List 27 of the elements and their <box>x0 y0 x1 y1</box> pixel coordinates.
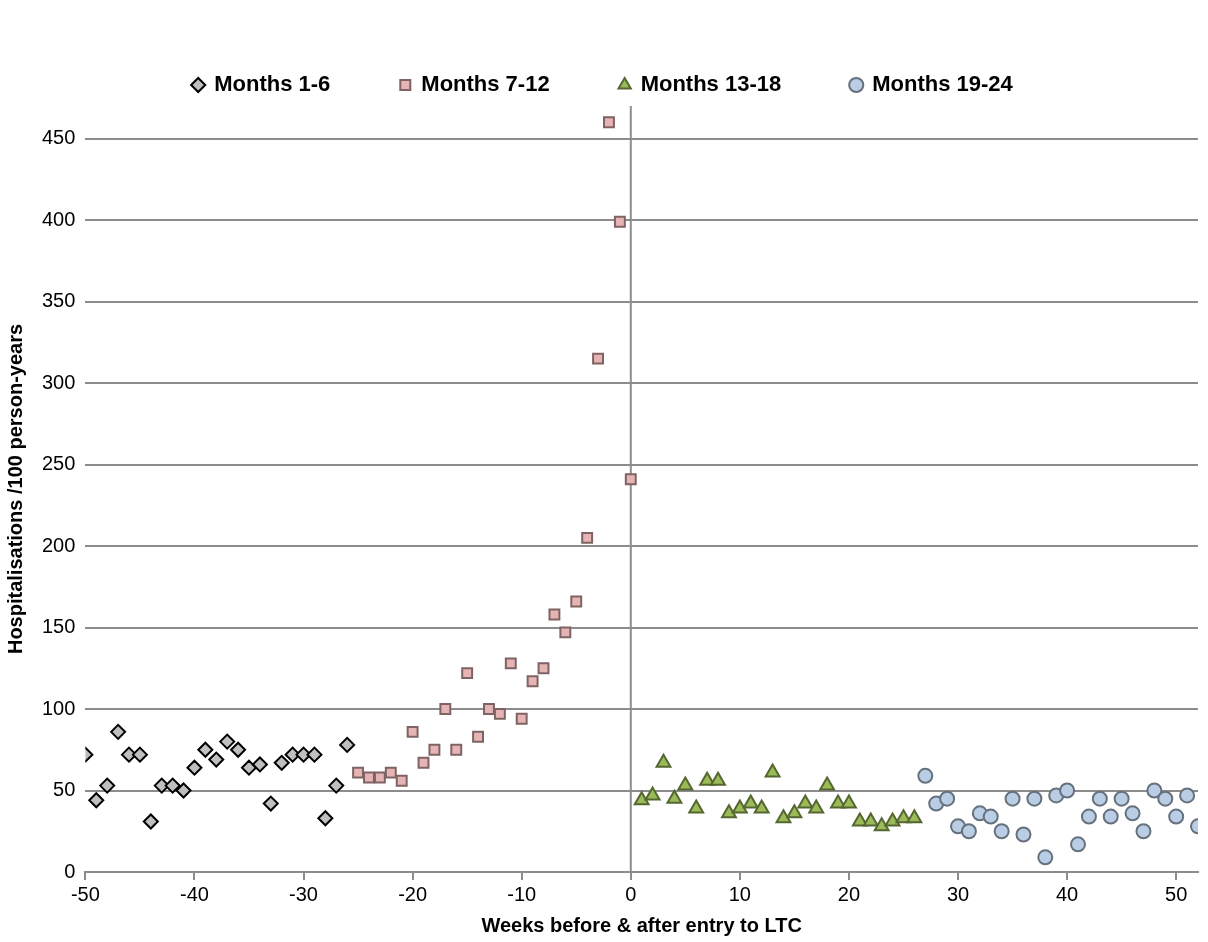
y-tick-label: 50 <box>53 778 76 801</box>
y-tick-label: 250 <box>41 452 76 475</box>
y-axis-title: Hospitalisations /100 person-years <box>3 323 26 655</box>
x-tick-label: 0 <box>625 882 637 905</box>
x-tick-label: -20 <box>398 882 428 905</box>
y-tick-label: 200 <box>41 533 76 556</box>
legend-label: Months 19-24 <box>872 71 1014 97</box>
y-tick-label: 100 <box>41 696 76 719</box>
legend-label: Months 7-12 <box>421 71 550 97</box>
legend-label: Months 13-18 <box>640 71 782 97</box>
x-tick-label: -50 <box>70 882 100 905</box>
legend-label: Months 1-6 <box>214 71 331 97</box>
y-tick-label: 0 <box>64 859 76 882</box>
y-tick-label: 350 <box>41 289 76 312</box>
x-tick-label: 10 <box>728 882 751 905</box>
x-axis-title: Weeks before & after entry to LTC <box>481 913 802 936</box>
x-tick-label: -30 <box>289 882 318 905</box>
x-tick-label: -10 <box>507 882 537 905</box>
x-tick-label: 30 <box>946 882 970 905</box>
x-tick-label: 40 <box>1055 882 1079 905</box>
y-tick-label: 150 <box>41 615 76 638</box>
y-tick-label: 450 <box>41 126 76 149</box>
y-tick-label: 400 <box>41 207 76 230</box>
x-tick-label: -40 <box>180 882 209 905</box>
y-tick-label: 300 <box>41 370 76 393</box>
x-tick-label: 20 <box>837 882 861 905</box>
x-tick-label: 50 <box>1165 882 1188 905</box>
